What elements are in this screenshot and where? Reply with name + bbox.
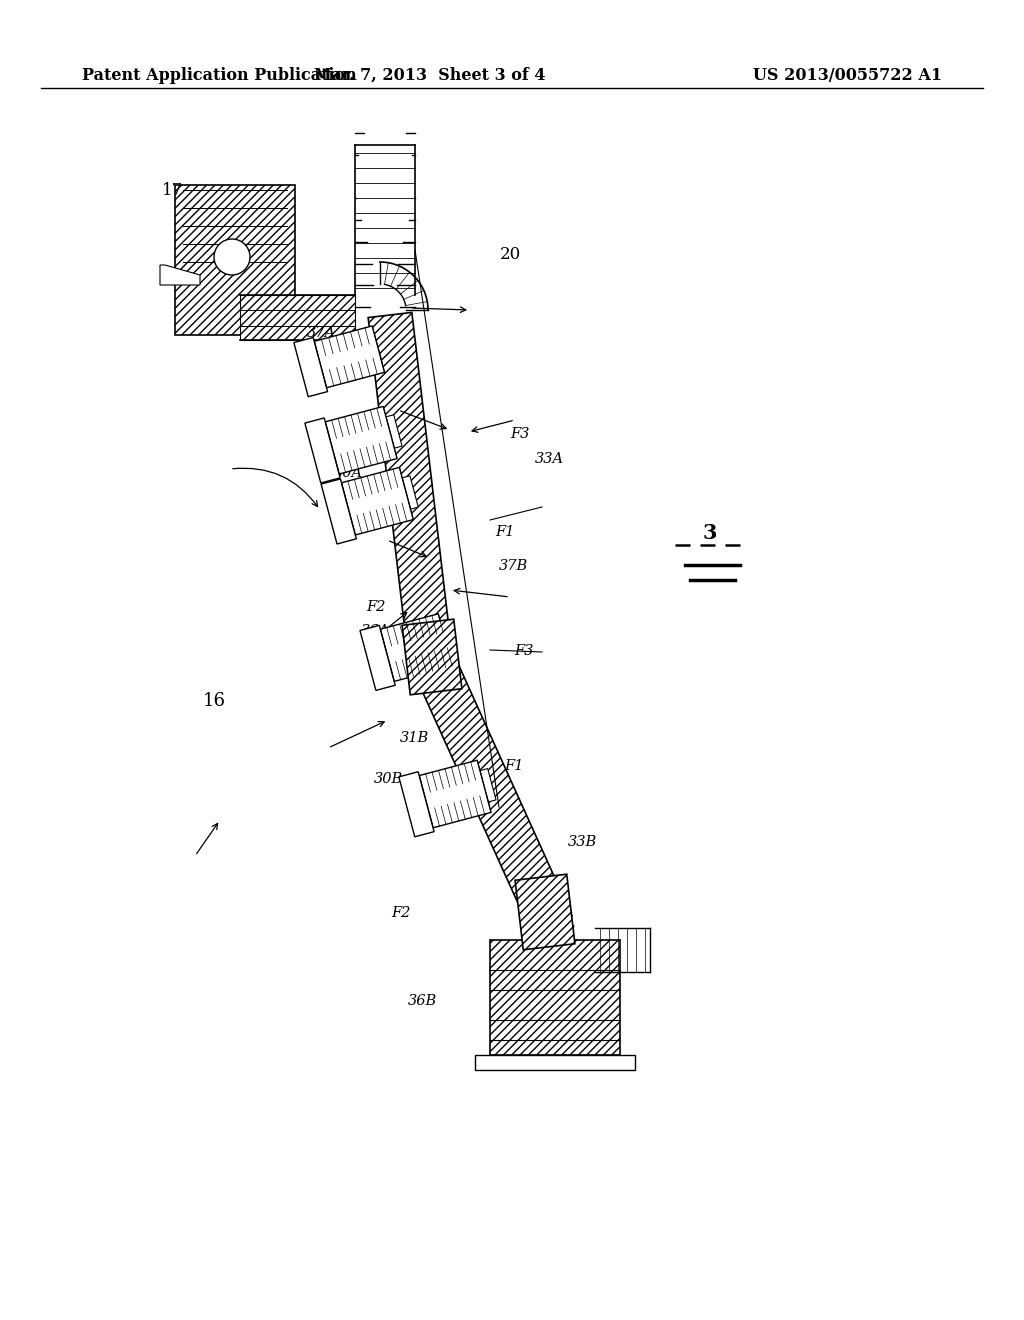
Text: 20: 20	[500, 247, 521, 263]
Polygon shape	[419, 760, 492, 828]
Polygon shape	[441, 622, 457, 656]
Text: 33A: 33A	[535, 453, 563, 466]
Text: 37A: 37A	[307, 326, 336, 339]
Text: F4: F4	[338, 355, 357, 368]
Polygon shape	[373, 335, 382, 363]
Polygon shape	[490, 940, 620, 1055]
Polygon shape	[402, 619, 462, 694]
Polygon shape	[326, 407, 397, 474]
Text: Patent Application Publication: Patent Application Publication	[82, 66, 356, 83]
Text: F1: F1	[504, 759, 523, 772]
Text: F3: F3	[510, 428, 529, 441]
Polygon shape	[294, 338, 328, 397]
Polygon shape	[369, 313, 452, 657]
Polygon shape	[341, 467, 414, 535]
Text: F1: F1	[496, 525, 515, 539]
Polygon shape	[386, 414, 402, 449]
Text: 37B: 37B	[499, 560, 528, 573]
Polygon shape	[322, 479, 356, 544]
Text: 16: 16	[203, 692, 225, 710]
Text: F2: F2	[391, 907, 411, 920]
Text: 31A: 31A	[326, 421, 354, 434]
Text: 36B: 36B	[408, 994, 437, 1007]
Text: F2: F2	[367, 601, 386, 614]
Polygon shape	[160, 265, 200, 285]
Text: 30B: 30B	[374, 772, 403, 785]
Text: US 2013/0055722 A1: US 2013/0055722 A1	[753, 66, 942, 83]
Text: 31B: 31B	[399, 731, 429, 744]
Text: 36A: 36A	[360, 624, 389, 638]
Circle shape	[214, 239, 250, 275]
Polygon shape	[410, 645, 572, 935]
Text: F1: F1	[558, 925, 578, 939]
Text: 33B: 33B	[568, 836, 598, 849]
Text: 3: 3	[702, 523, 717, 543]
Polygon shape	[305, 418, 340, 483]
Text: 17: 17	[162, 182, 183, 198]
Polygon shape	[399, 772, 434, 837]
Polygon shape	[360, 626, 395, 690]
Polygon shape	[175, 185, 295, 335]
Polygon shape	[515, 874, 574, 950]
Polygon shape	[475, 1055, 635, 1071]
Text: Mar. 7, 2013  Sheet 3 of 4: Mar. 7, 2013 Sheet 3 of 4	[314, 66, 546, 83]
Text: 30A: 30A	[334, 466, 362, 479]
Text: F3: F3	[514, 644, 534, 657]
Polygon shape	[240, 294, 355, 341]
Polygon shape	[480, 768, 496, 803]
Polygon shape	[402, 475, 418, 510]
Polygon shape	[314, 326, 385, 388]
Polygon shape	[380, 614, 453, 681]
